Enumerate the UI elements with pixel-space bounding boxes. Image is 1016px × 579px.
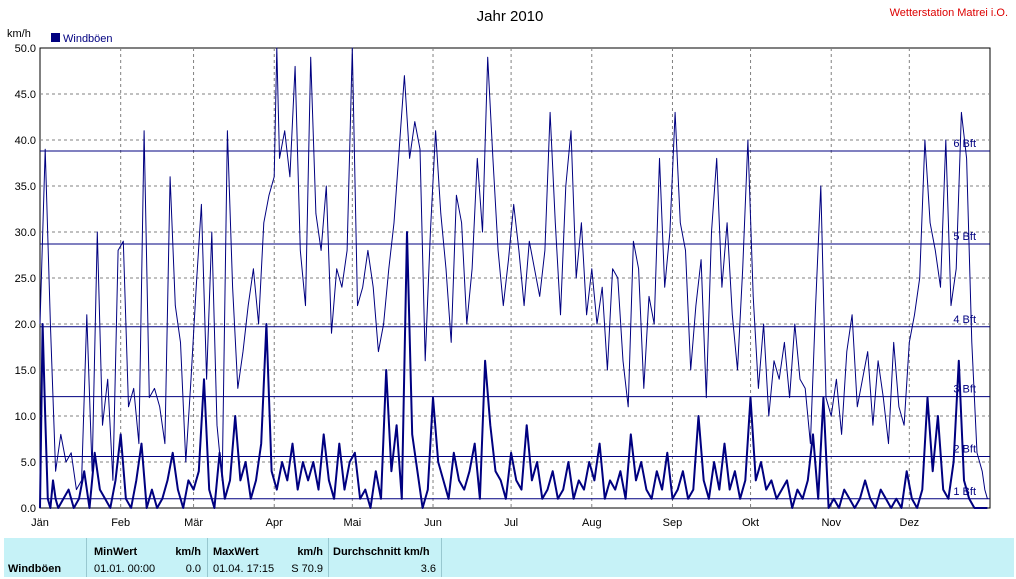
x-tick-label: Jän — [31, 517, 49, 529]
x-tick-label: Okt — [742, 517, 759, 529]
x-tick-label: Jun — [424, 517, 442, 529]
stats-min-cell: MinWert km/h 01.01. 00:00 0.0 — [87, 538, 208, 577]
y-tick-label: 20.0 — [15, 319, 36, 331]
stats-avg-cell: Durchschnitt km/h 3.6 — [329, 538, 442, 577]
max-time: 01.04. 17:15 — [213, 563, 275, 575]
series-line — [39, 47, 988, 499]
x-tick-label: Mär — [184, 517, 203, 529]
beaufort-label: 4 Bft — [953, 314, 976, 326]
series-line — [39, 231, 988, 509]
stats-row-label: Windböen — [8, 563, 62, 575]
y-tick-label: 5.0 — [21, 457, 36, 469]
y-tick-label: 40.0 — [15, 135, 36, 147]
beaufort-label: 5 Bft — [953, 231, 976, 243]
max-value: S 70.9 — [291, 563, 323, 575]
station-name: Wetterstation Matrei i.O. — [890, 7, 1008, 19]
x-tick-label: Nov — [821, 517, 841, 529]
avg-header: Durchschnitt km/h — [333, 546, 430, 558]
max-header: MaxWert — [213, 546, 259, 558]
y-tick-label: 0.0 — [21, 503, 36, 515]
max-unit: km/h — [297, 546, 323, 558]
legend-label: Windböen — [63, 33, 113, 45]
min-time: 01.01. 00:00 — [94, 563, 156, 575]
plot-area: 0.0 5.0 10.0 15.0 20.0 25.0 30.0 35.0 40.0 45.0 50… — [15, 43, 991, 529]
x-tick-label: Jul — [504, 517, 518, 529]
x-tick-label: Sep — [663, 517, 683, 529]
beaufort-label: 1 Bft — [953, 486, 976, 498]
y-tick-label: 35.0 — [15, 181, 36, 193]
y-tick-label: 30.0 — [15, 227, 36, 239]
legend-swatch — [51, 33, 60, 42]
y-tick-label: 10.0 — [15, 411, 36, 423]
min-value: 0.0 — [185, 563, 201, 575]
chart-title: Jahr 2010 — [477, 8, 544, 25]
min-unit: km/h — [175, 546, 201, 558]
x-tick-label: Aug — [582, 517, 602, 529]
x-tick-label: Feb — [111, 517, 130, 529]
y-tick-label: 45.0 — [15, 89, 36, 101]
y-tick-label: 50.0 — [15, 43, 36, 55]
stats-row-label-cell: Windböen — [4, 538, 87, 577]
y-tick-label: 25.0 — [15, 273, 36, 285]
x-tick-label: Mai — [343, 517, 361, 529]
y-axis-unit: km/h — [7, 28, 31, 40]
wind-chart: Jahr 2010 Wetterstation Matrei i.O. km/h… — [7, 7, 1008, 529]
min-header: MinWert — [94, 546, 138, 558]
x-tick-label: Dez — [900, 517, 920, 529]
avg-value: 3.6 — [420, 563, 436, 575]
y-tick-label: 15.0 — [15, 365, 36, 377]
x-tick-label: Apr — [266, 517, 283, 529]
stats-max-cell: MaxWert km/h 01.04. 17:15 S 70.9 — [208, 538, 329, 577]
stats-panel: Windböen MinWert km/h 01.01. 00:00 0.0 M… — [4, 538, 1014, 577]
beaufort-label: 2 Bft — [953, 443, 976, 455]
